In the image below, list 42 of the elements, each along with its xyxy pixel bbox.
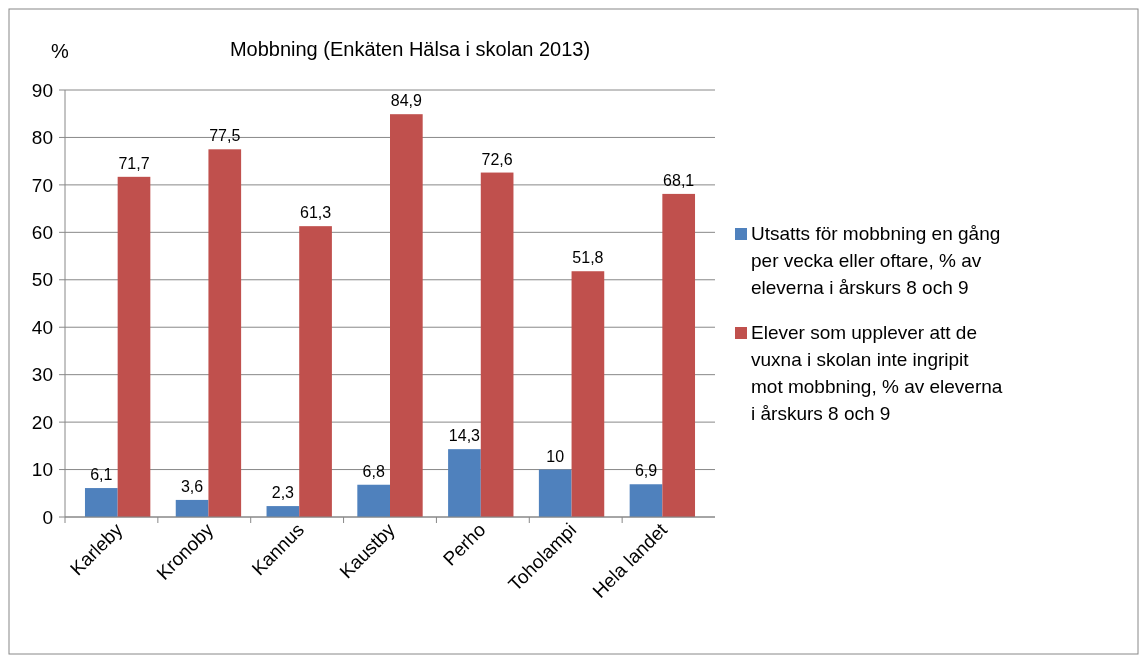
bar [84,488,118,517]
bar [629,484,663,517]
data-label: 71,7 [118,154,150,172]
bar [390,114,423,517]
y-tick-label: 70 [31,174,53,196]
data-label: 2,3 [271,484,295,502]
legend-label: Elever som upplever att de vuxna i skolan inte ingripit mot mobbning, % av eleverna i årskurs 8 och 9 [751,322,1003,424]
bar [175,499,209,517]
bar [299,226,332,517]
bar [662,193,696,517]
data-label: 51,8 [572,249,604,267]
bar [571,271,605,517]
data-label: 77,5 [209,127,241,145]
y-tick-label: 90 [31,79,53,101]
y-tick-label: 20 [31,411,53,433]
data-label: 6,8 [362,462,385,480]
y-tick-label: 50 [31,269,53,291]
data-label: 72,6 [481,150,513,168]
data-label: 6,1 [90,466,113,484]
bar [266,506,300,517]
y-tick-label: 0 [42,506,53,528]
data-label: 84,9 [390,92,423,110]
data-label: 14,3 [448,427,481,445]
y-tick-label: 10 [31,459,53,481]
bar [480,172,514,517]
bar [208,149,242,517]
bar [117,176,151,517]
legend-label: Utsatts för mobbning en gång per vecka eller oftare, % av eleverna i årskurs 8 och 9 [751,223,1001,298]
data-label: 10 [546,447,565,465]
chart-title: Mobbning (Enkäten Hälsa i skolan 2013) [229,38,591,60]
data-label: 6,9 [634,462,658,480]
data-label: 68,1 [663,171,695,189]
y-tick-label: 40 [31,316,53,338]
y-tick-label: 60 [31,221,53,243]
bar [357,484,390,517]
bar [448,449,481,517]
y-axis-title: % [51,40,70,62]
data-label: 3,6 [180,477,204,495]
y-tick-label: 80 [31,127,53,149]
data-label: 61,3 [299,204,332,222]
y-tick-label: 30 [31,364,53,386]
bar [538,469,572,517]
